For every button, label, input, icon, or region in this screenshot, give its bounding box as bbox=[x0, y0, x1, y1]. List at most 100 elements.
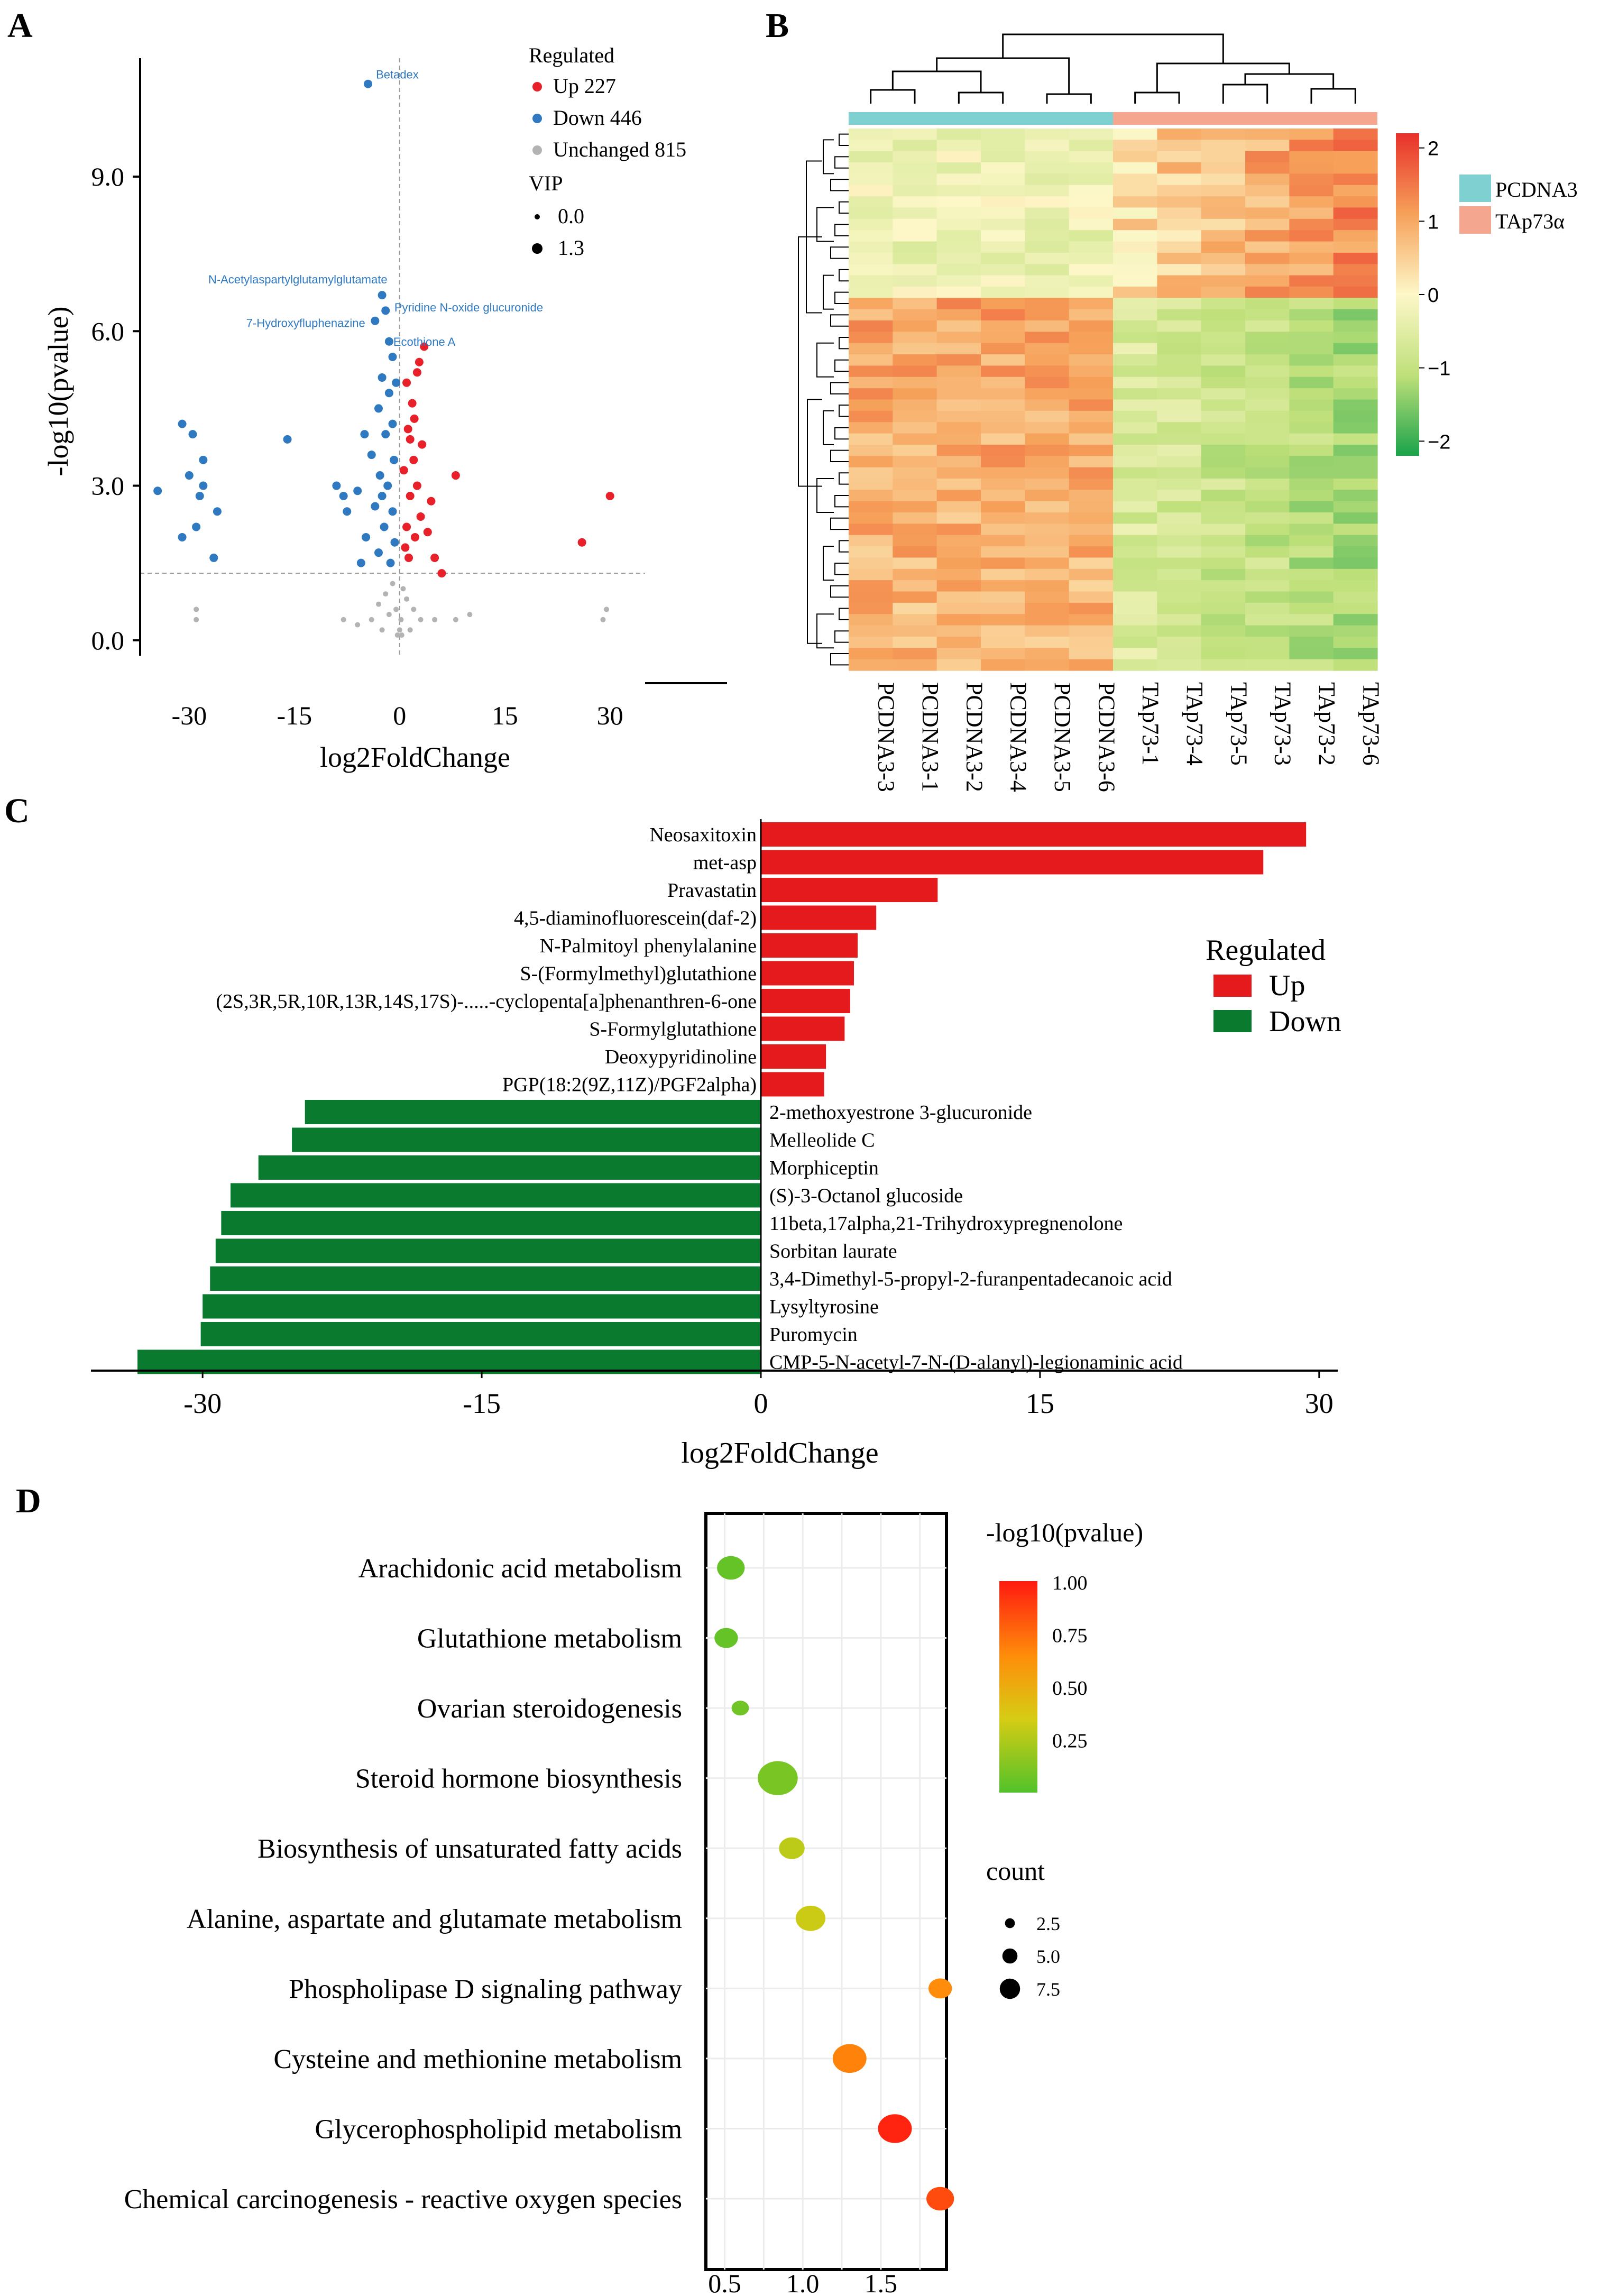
heatmap-cell bbox=[1113, 467, 1157, 479]
volcano-point-down bbox=[388, 507, 397, 516]
heatmap-cell bbox=[849, 535, 893, 547]
heatmap-cell bbox=[849, 512, 893, 524]
heatmap-cell bbox=[1245, 636, 1290, 648]
panel-b: B PCDNA3-3 PCDNA3-1 PCDNA3-2 PCDNA3-4 PCDNA3… bbox=[766, 6, 1578, 792]
heatmap-cell bbox=[1113, 422, 1157, 434]
heatmap-cell bbox=[1113, 354, 1157, 366]
volcano-point-unchanged bbox=[407, 627, 413, 633]
volcano-point-down bbox=[367, 451, 376, 460]
colorbar-tick-label: −1 bbox=[1428, 358, 1450, 380]
heatmap-cell bbox=[1069, 625, 1114, 637]
heatmap-cell bbox=[1113, 151, 1157, 163]
volcano-x-tick-label: 30 bbox=[597, 701, 623, 730]
volcano-point-down bbox=[371, 502, 380, 511]
bar-up bbox=[760, 989, 850, 1013]
heatmap-cell bbox=[1245, 410, 1290, 423]
heatmap-cell bbox=[1025, 140, 1070, 152]
heatmap-cell bbox=[1113, 648, 1157, 660]
heatmap-cell bbox=[1333, 591, 1378, 603]
volcano-point-down bbox=[343, 507, 352, 516]
heatmap-cell bbox=[936, 320, 981, 332]
heatmap-cell bbox=[1201, 128, 1246, 140]
heatmap-cell bbox=[1333, 275, 1378, 287]
heatmap-cell bbox=[1157, 625, 1202, 637]
heatmap-cell bbox=[981, 275, 1025, 287]
volcano-points bbox=[153, 79, 614, 638]
heatmap-cell bbox=[1025, 636, 1070, 648]
legend-vip-large-label: 1.3 bbox=[558, 236, 584, 260]
heatmap-cell bbox=[981, 309, 1025, 321]
heatmap-cell bbox=[1157, 490, 1202, 502]
heatmap-cell bbox=[1201, 140, 1246, 152]
heatmap-cell bbox=[1245, 264, 1290, 276]
volcano-point-up bbox=[406, 435, 415, 444]
heatmap-cell bbox=[1289, 185, 1334, 197]
heatmap-cell bbox=[1113, 252, 1157, 264]
heatmap-cell bbox=[981, 478, 1025, 490]
dendrogram-branch bbox=[1046, 93, 1092, 104]
row-dendrogram-branch bbox=[823, 139, 834, 175]
heatmap-cell bbox=[1113, 625, 1157, 637]
volcano-point-down bbox=[213, 507, 222, 516]
dendrogram-branch bbox=[1222, 84, 1268, 104]
heatmap-cell bbox=[936, 218, 981, 231]
group-bar-pcdna3 bbox=[849, 112, 1113, 125]
volcano-point-down bbox=[195, 492, 204, 501]
heatmap-cell bbox=[849, 162, 893, 175]
row-dendrogram-branch bbox=[816, 613, 834, 649]
heatmap-cell bbox=[981, 298, 1025, 310]
heatmap-cell bbox=[936, 140, 981, 152]
heatmap-cell bbox=[1025, 478, 1070, 490]
heatmap-cell bbox=[1069, 648, 1114, 660]
bubble-size-marker bbox=[1002, 1948, 1018, 1964]
heatmap-cell bbox=[1333, 230, 1378, 242]
heatmap-cell bbox=[1113, 343, 1157, 355]
heatmap-cell bbox=[1025, 185, 1070, 197]
heatmap-cell bbox=[1113, 162, 1157, 175]
heatmap-cell bbox=[1333, 207, 1378, 219]
bubble-colorbar-ticks: 1.00 0.75 0.50 0.25 bbox=[1037, 1572, 1088, 1752]
heatmap-cell bbox=[893, 648, 937, 660]
heatmap-cell bbox=[1113, 140, 1157, 152]
heatmap-cell bbox=[1289, 320, 1334, 332]
panel-a: A 0.0 3.0 6.0 9.0 -30 -15 0 15 30 Betadex N-Acet… bbox=[7, 6, 727, 773]
bubble-x-ticks: 0.5 1.0 1.5 bbox=[708, 2269, 897, 2296]
heatmap-cell bbox=[1289, 478, 1334, 490]
volcano-point-up bbox=[402, 522, 411, 531]
heatmap-cell bbox=[893, 140, 937, 152]
heatmap-cell bbox=[1245, 422, 1290, 434]
heatmap-cell bbox=[1069, 490, 1114, 502]
heatmap-cell bbox=[1333, 659, 1378, 671]
heatmap-cell bbox=[981, 648, 1025, 660]
bubble-size-label: 2.5 bbox=[1036, 1913, 1060, 1934]
heatmap-cell bbox=[1025, 218, 1070, 231]
heatmap-cell bbox=[981, 207, 1025, 219]
bar-down bbox=[215, 1238, 761, 1263]
bar-legend-down-label: Down bbox=[1269, 1005, 1341, 1038]
heatmap-cell bbox=[893, 185, 937, 197]
heatmap-cell bbox=[849, 173, 893, 186]
bubble-colorbar bbox=[999, 1581, 1037, 1793]
heatmap-cell bbox=[893, 557, 937, 570]
bar-x-tick-label: 15 bbox=[1026, 1388, 1054, 1419]
heatmap-cell bbox=[1025, 388, 1070, 400]
heatmap-cell bbox=[1201, 433, 1246, 445]
legend-tap73-label: TAp73α bbox=[1495, 209, 1565, 233]
bar-up bbox=[760, 1044, 826, 1069]
heatmap-cell bbox=[1201, 173, 1246, 186]
heatmap-cell bbox=[1289, 512, 1334, 524]
legend-down-label: Down 446 bbox=[553, 106, 642, 130]
heatmap-cell bbox=[936, 501, 981, 513]
heatmap-cell bbox=[893, 636, 937, 648]
heatmap-cell bbox=[1333, 320, 1378, 332]
heatmap-cell bbox=[936, 602, 981, 614]
heatmap-cell bbox=[1289, 309, 1334, 321]
heatmap-cell bbox=[1025, 332, 1070, 344]
heatmap-cell bbox=[1333, 410, 1378, 423]
heatmap-cell bbox=[1069, 275, 1114, 287]
heatmap-cell bbox=[981, 185, 1025, 197]
heatmap-cell bbox=[1201, 354, 1246, 366]
volcano-point-down bbox=[392, 378, 401, 387]
volcano-point-down bbox=[178, 419, 187, 428]
heatmap-cell bbox=[849, 478, 893, 490]
